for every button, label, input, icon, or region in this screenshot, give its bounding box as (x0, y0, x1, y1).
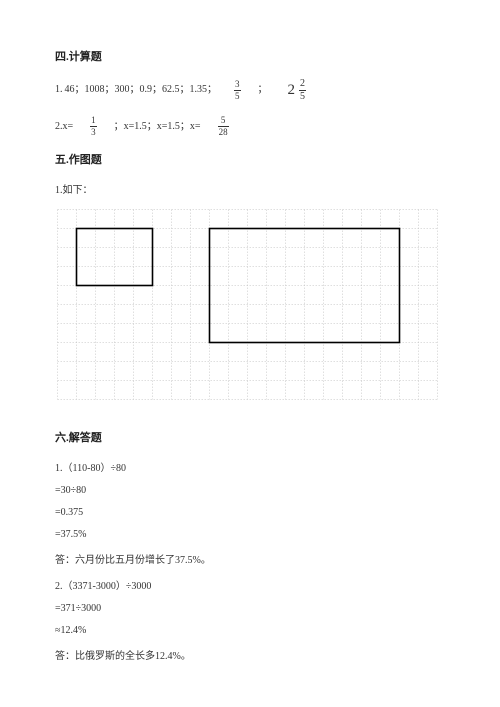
section-4-title: 四.计算题 (55, 48, 445, 64)
frac-num: 2 (299, 79, 306, 90)
frac-num: 3 (234, 80, 241, 90)
ans-line: =37.5% (55, 529, 445, 540)
section-6-title: 六.解答题 (55, 429, 445, 445)
frac-num: 5 (220, 116, 227, 126)
q4-1-prefix: 1. (55, 82, 63, 98)
ans-line: 2.（3371-3000）÷3000 (55, 577, 445, 592)
page: 四.计算题 1. 46；1008；300；0.9；62.5；1.35； 3 5 … (0, 0, 500, 693)
frac-den: 3 (90, 126, 97, 137)
fraction-1-3: 1 3 (90, 116, 97, 137)
q4-2-line: 2.x= 1 3 ；x=1.5；x=1.5；x= 5 28 (55, 116, 445, 137)
fraction-3-5: 3 5 (234, 80, 241, 101)
q4-2-mid: ；x=1.5；x=1.5；x= (114, 119, 201, 135)
fraction-5-28: 5 28 (218, 116, 229, 137)
frac-num: 1 (90, 116, 97, 126)
frac-den: 28 (218, 126, 229, 137)
ans-line: =30÷80 (55, 485, 445, 496)
q4-1-sep: ； (258, 82, 268, 98)
q4-2-prefix: 2.x= (55, 119, 73, 135)
ans-line: 答：六月份比五月份增长了37.5%。 (55, 551, 445, 566)
ans-line: =371÷3000 (55, 603, 445, 614)
mixed-2-2-5: 2 2 5 (288, 78, 310, 102)
q5-1: 1.如下： (55, 181, 445, 196)
grid-svg (55, 207, 440, 402)
mixed-whole: 2 (288, 78, 296, 102)
section-5-title: 五.作图题 (55, 151, 445, 167)
mixed-frac: 2 5 (299, 79, 306, 102)
grid-figure (55, 207, 445, 407)
q4-1-line: 1. 46；1008；300；0.9；62.5；1.35； 3 5 ； 2 2 … (55, 78, 445, 102)
q4-1-vals: 46；1008；300；0.9；62.5；1.35； (65, 82, 218, 98)
ans-line: =0.375 (55, 507, 445, 518)
frac-den: 5 (234, 90, 241, 101)
frac-den: 5 (299, 90, 306, 102)
ans-line: ≈12.4% (55, 625, 445, 636)
ans-line: 1.（110-80）÷80 (55, 459, 445, 474)
ans-line: 答：比俄罗斯的全长多12.4%。 (55, 647, 445, 662)
